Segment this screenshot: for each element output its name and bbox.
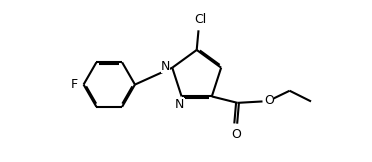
Text: N: N [161,60,170,73]
Text: O: O [231,128,241,141]
Text: O: O [264,94,274,107]
Text: Cl: Cl [194,13,206,26]
Text: F: F [71,78,78,91]
Text: N: N [175,98,185,110]
